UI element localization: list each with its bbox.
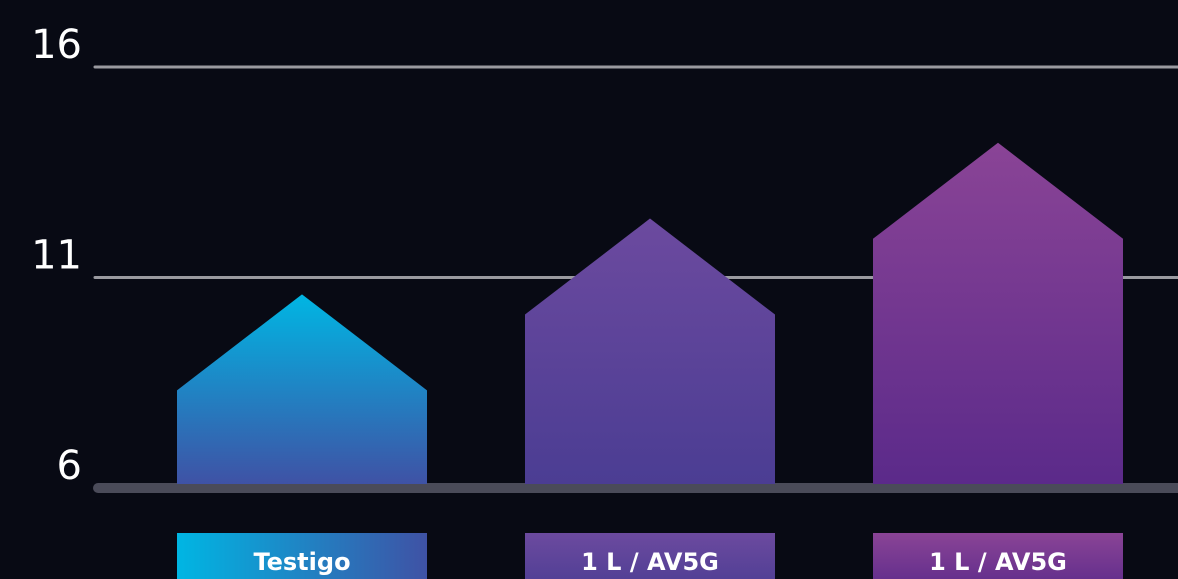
bar (177, 294, 427, 484)
category-box (873, 533, 1123, 579)
bar (873, 142, 1123, 484)
x-tick-label: 1 L / AV5G (929, 548, 1067, 576)
x-tick-label: Testigo (253, 548, 350, 576)
x-tick-label: 1 L / AV5G (581, 548, 719, 576)
y-tick-label: 11 (31, 233, 82, 279)
category-box (177, 533, 427, 579)
category-box (525, 533, 775, 579)
bar (525, 218, 775, 484)
y-tick-label: 16 (31, 22, 82, 68)
y-tick-label: 6 (57, 443, 82, 489)
